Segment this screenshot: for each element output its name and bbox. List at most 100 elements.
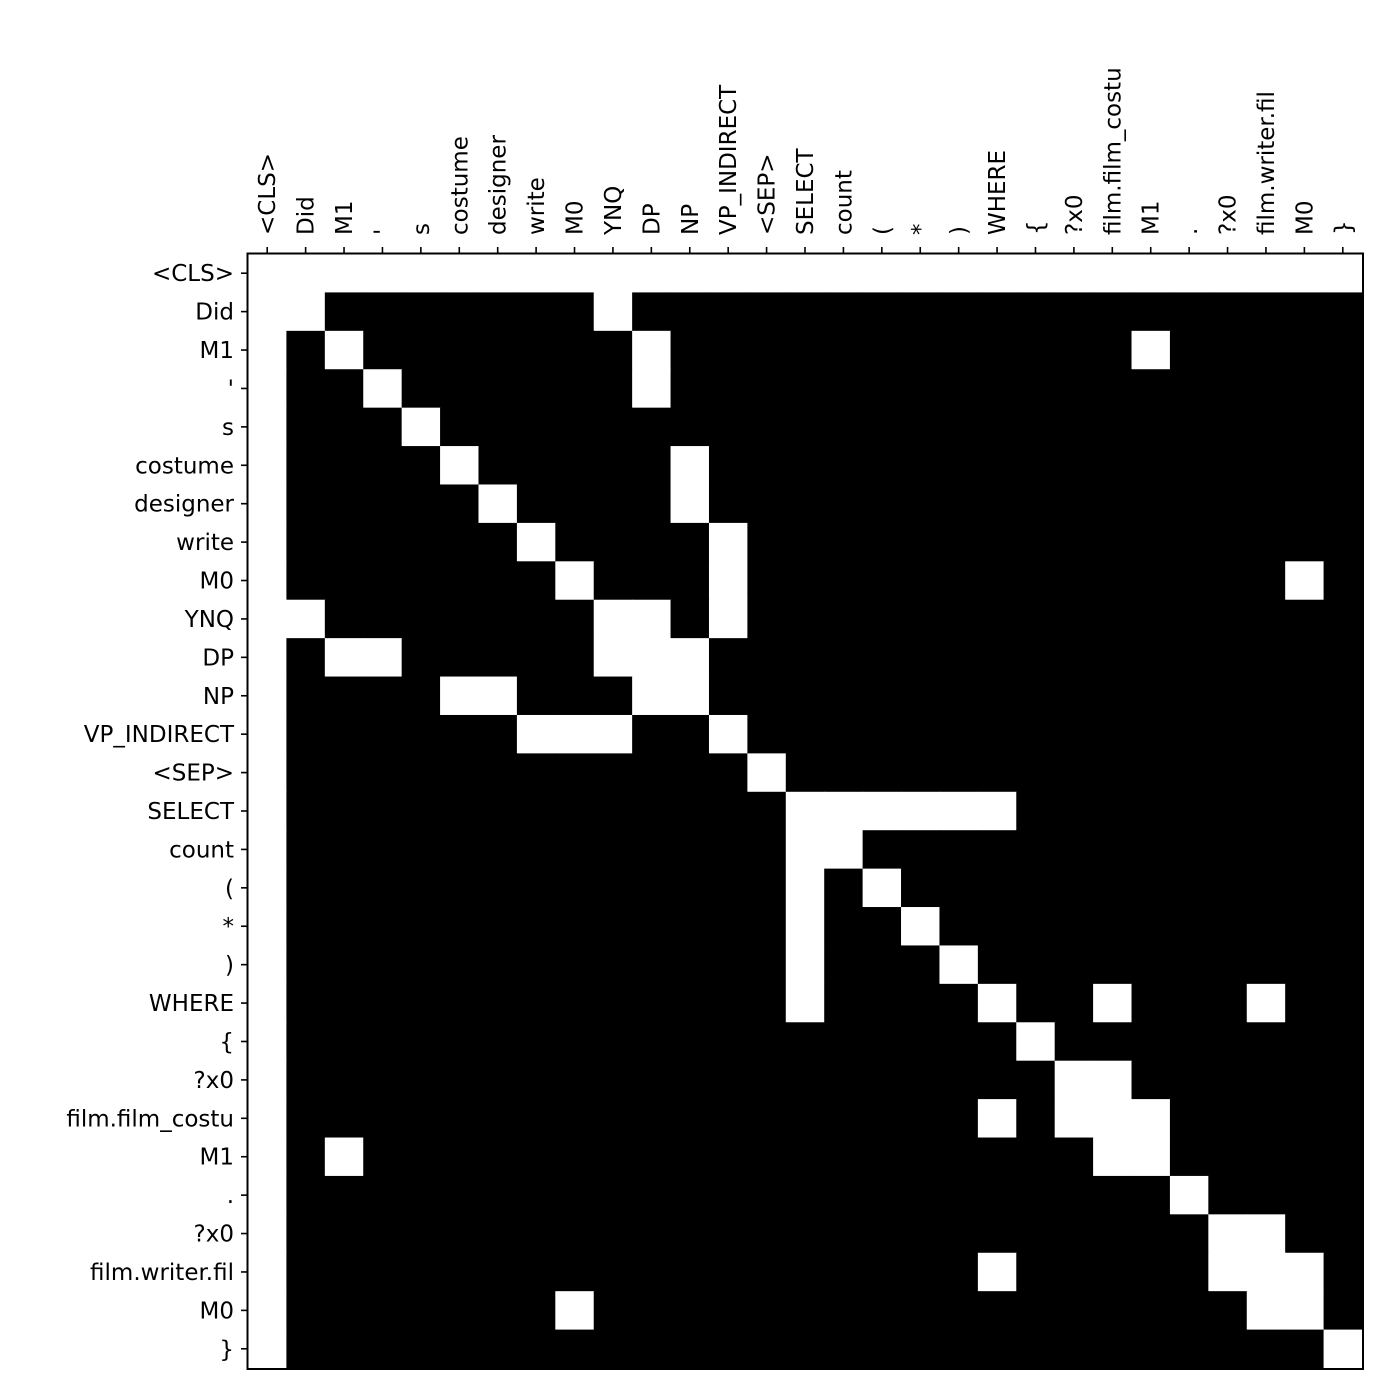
heatmap-cell-r8-c0 <box>248 561 288 601</box>
heatmap-cell-r19-c17 <box>901 983 941 1023</box>
heatmap-cell-r16-c18 <box>939 868 979 908</box>
heatmap-cell-r1-c15 <box>824 292 864 332</box>
heatmap-cell-r24-c22 <box>1093 1175 1133 1215</box>
heatmap-cell-r11-c5 <box>440 676 480 716</box>
heatmap-cell-r6-c25 <box>1208 484 1248 524</box>
heatmap-cell-r26-c26 <box>1246 1252 1286 1292</box>
heatmap-cell-r0-c11 <box>670 254 710 294</box>
heatmap-cell-r24-c21 <box>1054 1175 1094 1215</box>
heatmap-cell-r0-c4 <box>401 254 441 294</box>
heatmap-cell-r14-c7 <box>516 791 556 831</box>
x-tick-label: s <box>409 223 435 235</box>
heatmap-cell-r3-c17 <box>901 369 941 409</box>
heatmap-cell-r15-c6 <box>478 830 518 870</box>
heatmap-cell-r28-c14 <box>785 1329 825 1369</box>
x-tick-label: { <box>1023 220 1049 235</box>
heatmap-cell-r14-c13 <box>747 791 787 831</box>
heatmap-cell-r28-c19 <box>977 1329 1017 1369</box>
heatmap-cell-r0-c22 <box>1093 254 1133 294</box>
heatmap-cell-r6-c12 <box>708 484 748 524</box>
heatmap-cell-r19-c21 <box>1054 983 1094 1023</box>
heatmap-cell-r10-c11 <box>670 638 710 678</box>
y-tick-label: count <box>169 837 234 863</box>
heatmap-cell-r22-c23 <box>1131 1099 1171 1139</box>
heatmap-cell-r13-c12 <box>708 753 748 793</box>
heatmap-cell-r4-c10 <box>632 407 672 447</box>
heatmap-cell-r9-c25 <box>1208 599 1248 639</box>
heatmap-cell-r6-c21 <box>1054 484 1094 524</box>
heatmap-cell-r23-c18 <box>939 1137 979 1177</box>
heatmap-cell-r8-c11 <box>670 561 710 601</box>
heatmap-cell-r4-c19 <box>977 407 1017 447</box>
heatmap-cell-r1-c0 <box>248 292 288 332</box>
heatmap-cell-r0-c6 <box>478 254 518 294</box>
y-tick-label: M0 <box>200 1298 234 1324</box>
heatmap-cell-r24-c10 <box>632 1175 672 1215</box>
heatmap-cell-r14-c10 <box>632 791 672 831</box>
heatmap-cell-r1-c7 <box>516 292 556 332</box>
heatmap-cell-r4-c13 <box>747 407 787 447</box>
heatmap-cell-r11-c1 <box>286 676 326 716</box>
heatmap-cell-r21-c9 <box>593 1060 633 1100</box>
heatmap-cell-r27-c11 <box>670 1291 710 1331</box>
heatmap-cell-r12-c2 <box>324 714 364 754</box>
heatmap-cell-r11-c18 <box>939 676 979 716</box>
heatmap-cell-r26-c14 <box>785 1252 825 1292</box>
heatmap-cell-r2-c21 <box>1054 330 1094 370</box>
heatmap-cell-r4-c23 <box>1131 407 1171 447</box>
heatmap-cell-r1-c18 <box>939 292 979 332</box>
heatmap-cell-r25-c9 <box>593 1214 633 1254</box>
heatmap-cell-r6-c13 <box>747 484 787 524</box>
heatmap-cell-r8-c26 <box>1246 561 1286 601</box>
heatmap-cell-r24-c6 <box>478 1175 518 1215</box>
heatmap-cell-r26-c2 <box>324 1252 364 1292</box>
heatmap-cell-r4-c8 <box>555 407 595 447</box>
heatmap-cell-r18-c27 <box>1285 945 1325 985</box>
x-tick-label: M0 <box>1292 201 1318 235</box>
heatmap-cell-r20-c11 <box>670 1022 710 1062</box>
heatmap-cell-r2-c16 <box>862 330 902 370</box>
heatmap-cell-r27-c28 <box>1323 1291 1363 1331</box>
heatmap-cell-r28-c17 <box>901 1329 941 1369</box>
heatmap-cell-r10-c8 <box>555 638 595 678</box>
heatmap-cell-r23-c22 <box>1093 1137 1133 1177</box>
heatmap-cell-r1-c26 <box>1246 292 1286 332</box>
heatmap-cell-r24-c17 <box>901 1175 941 1215</box>
heatmap-cell-r26-c18 <box>939 1252 979 1292</box>
heatmap-cell-r24-c18 <box>939 1175 979 1215</box>
y-tick-label: ) <box>225 953 234 979</box>
heatmap-cell-r16-c16 <box>862 868 902 908</box>
x-tick-label: film.film_costu <box>1100 67 1126 235</box>
heatmap-cell-r6-c19 <box>977 484 1017 524</box>
heatmap-cell-r26-c24 <box>1169 1252 1209 1292</box>
heatmap-cell-r24-c11 <box>670 1175 710 1215</box>
heatmap-cell-r9-c6 <box>478 599 518 639</box>
heatmap-cell-r5-c0 <box>248 446 288 486</box>
heatmap-cell-r21-c23 <box>1131 1060 1171 1100</box>
heatmap-cell-r16-c7 <box>516 868 556 908</box>
heatmap-cell-r25-c0 <box>248 1214 288 1254</box>
heatmap-cell-r11-c11 <box>670 676 710 716</box>
heatmap-cell-r24-c23 <box>1131 1175 1171 1215</box>
heatmap-cell-r0-c21 <box>1054 254 1094 294</box>
heatmap-cell-r3-c12 <box>708 369 748 409</box>
y-tick-label: WHERE <box>149 991 234 1017</box>
heatmap-cell-r14-c22 <box>1093 791 1133 831</box>
heatmap-cell-r20-c15 <box>824 1022 864 1062</box>
heatmap-cell-r1-c12 <box>708 292 748 332</box>
heatmap-cell-r21-c16 <box>862 1060 902 1100</box>
heatmap-cell-r1-c24 <box>1169 292 1209 332</box>
heatmap-cell-r12-c25 <box>1208 714 1248 754</box>
heatmap-cell-r26-c11 <box>670 1252 710 1292</box>
heatmap-cell-r7-c14 <box>785 522 825 562</box>
heatmap-cell-r0-c23 <box>1131 254 1171 294</box>
heatmap-cell-r13-c25 <box>1208 753 1248 793</box>
heatmap-cell-r5-c8 <box>555 446 595 486</box>
heatmap-cell-r8-c7 <box>516 561 556 601</box>
heatmap-cell-r18-c4 <box>401 945 441 985</box>
heatmap-cell-r13-c20 <box>1016 753 1056 793</box>
heatmap-cell-r19-c3 <box>363 983 403 1023</box>
heatmap-cell-r3-c5 <box>440 369 480 409</box>
heatmap-cell-r14-c20 <box>1016 791 1056 831</box>
heatmap-cell-r21-c13 <box>747 1060 787 1100</box>
